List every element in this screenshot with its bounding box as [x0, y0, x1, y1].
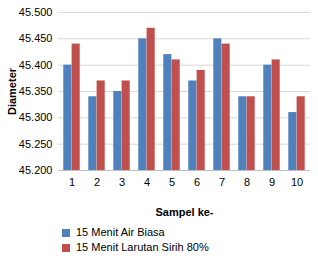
svg-text:45.200: 45.200 [19, 164, 53, 176]
svg-text:Sampel ke-: Sampel ke- [155, 206, 213, 218]
svg-text:6: 6 [194, 176, 200, 188]
svg-text:45.300: 45.300 [19, 111, 53, 123]
html-text:15 Menit Air Biasa: 15 Menit Air Biasa [76, 226, 165, 238]
svg-text:3: 3 [119, 176, 125, 188]
svg-text:45.450: 45.450 [19, 32, 53, 44]
svg-text:4: 4 [144, 176, 150, 188]
svg-text:45.500: 45.500 [19, 6, 53, 18]
html-text:15 Menit Larutan Sirih 80%: 15 Menit Larutan Sirih 80% [76, 241, 209, 253]
svg-text:45.400: 45.400 [19, 59, 53, 71]
svg-text:45.250: 45.250 [19, 138, 53, 150]
svg-text:5: 5 [169, 176, 175, 188]
svg-text:Diameter: Diameter [6, 67, 18, 115]
svg-text:8: 8 [244, 176, 250, 188]
svg-text:10: 10 [291, 176, 303, 188]
svg-text:45.350: 45.350 [19, 85, 53, 97]
svg-text:1: 1 [69, 176, 75, 188]
svg-text:9: 9 [269, 176, 275, 188]
svg-text:2: 2 [94, 176, 100, 188]
svg-text:7: 7 [219, 176, 225, 188]
